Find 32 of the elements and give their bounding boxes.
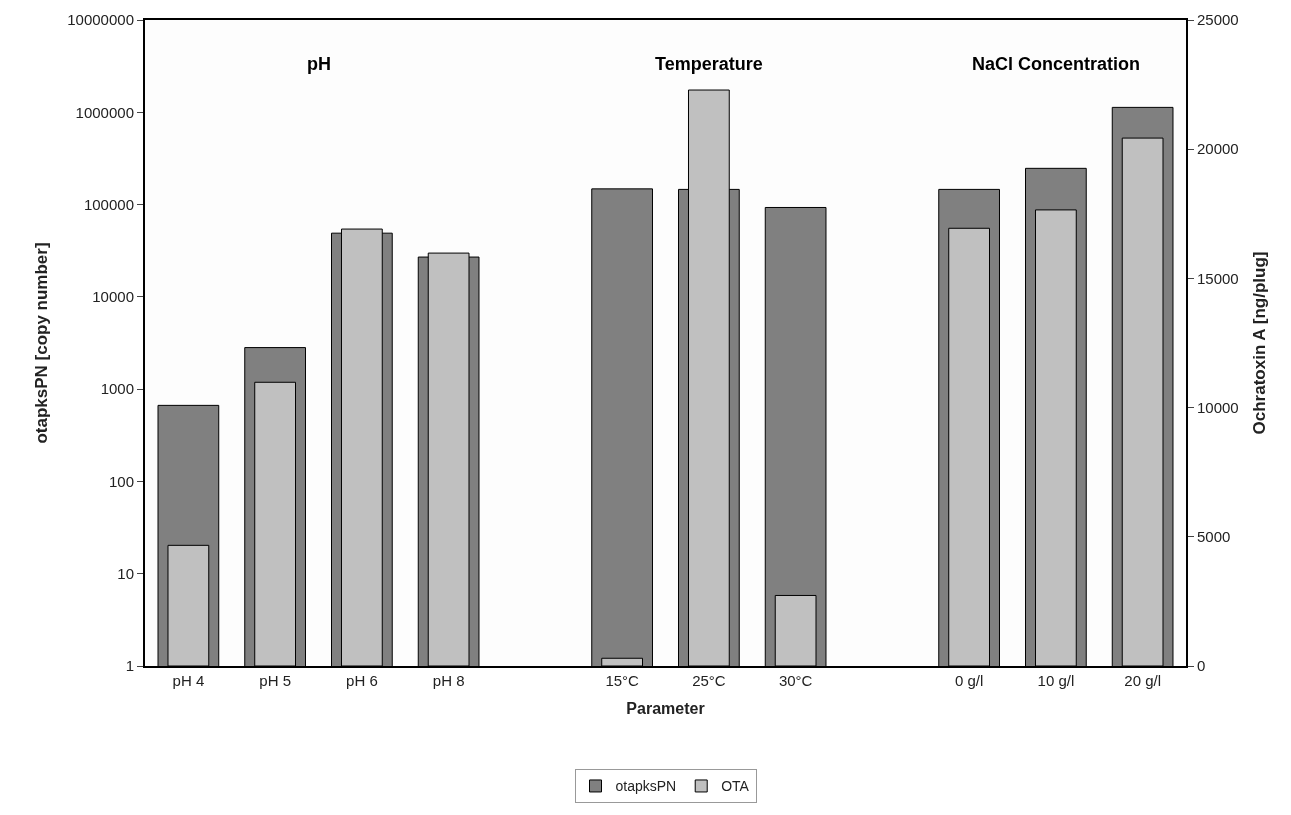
x-axis-title: Parameter xyxy=(626,700,705,718)
y2-tick-label: 10000 xyxy=(1197,398,1239,416)
x-tick-label: 15°C xyxy=(605,672,640,689)
annotation: Temperature xyxy=(655,54,763,74)
y2-tick-label: 0 xyxy=(1197,657,1206,675)
x-tick-label: pH 4 xyxy=(172,672,205,689)
x-tick-label: 10 g/l xyxy=(1037,672,1075,689)
y2-tick-label: 15000 xyxy=(1197,269,1239,287)
y-tick-label: 10000000 xyxy=(67,11,134,29)
y-tick-label: 10 xyxy=(117,564,134,582)
y-tick-label: 100000 xyxy=(83,195,134,213)
y2-tick-label: 25000 xyxy=(1197,11,1239,29)
x-tick-label: 20 g/l xyxy=(1124,672,1161,689)
y2-tick-label: 5000 xyxy=(1197,528,1231,546)
annotation: pH xyxy=(307,54,331,74)
y-axis-title: otapksPN [copy number] xyxy=(32,242,52,444)
y-tick-label: 1 xyxy=(125,657,134,675)
x-tick-label: pH 5 xyxy=(259,672,291,689)
y-tick-label: 100 xyxy=(108,472,134,490)
y2-tick-label: 20000 xyxy=(1197,140,1239,158)
x-tick-label: pH 8 xyxy=(432,672,465,689)
y-tick-label: 1000 xyxy=(100,380,134,398)
x-tick-label: 30°C xyxy=(778,672,813,689)
annotation: NaCl Concentration xyxy=(972,54,1141,74)
legend-label: OTA xyxy=(721,778,750,795)
legend-label: otapksPN xyxy=(615,778,677,795)
y-tick-label: 1000000 xyxy=(75,103,134,121)
x-tick-label: pH 6 xyxy=(346,672,378,689)
x-tick-label: 0 g/l xyxy=(954,672,984,689)
y2-axis-title: Ochratoxin A [ng/plug] xyxy=(1249,251,1269,435)
y-tick-label: 10000 xyxy=(92,288,134,306)
x-tick-label: 25°C xyxy=(692,672,726,689)
